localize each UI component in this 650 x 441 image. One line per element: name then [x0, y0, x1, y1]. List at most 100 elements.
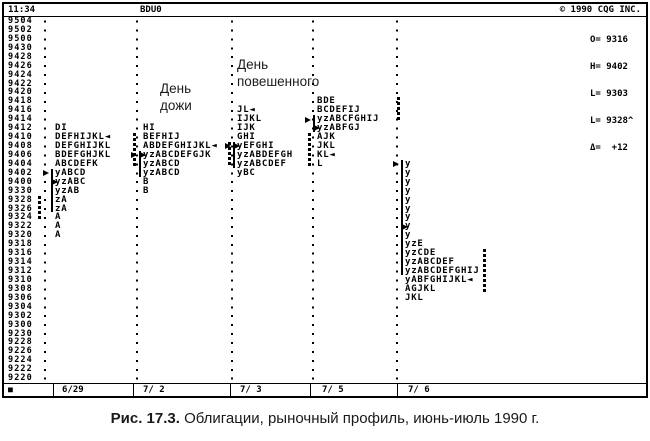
annotation-hanging-man: День повешенного: [237, 56, 319, 90]
price-label: 9226: [8, 346, 33, 357]
profile-row: JKL: [317, 141, 336, 152]
open-value: O= 9316: [590, 35, 628, 45]
profile-row: y: [405, 176, 412, 187]
date-separator: [53, 384, 54, 397]
price-label: 9410: [8, 132, 33, 143]
figure-title: Облигации, рыночный профиль, июнь-июль 1…: [179, 410, 540, 427]
top-bar: 11:34 BDU0 © 1990 CQG INC.: [4, 4, 646, 17]
price-label: 9228: [8, 337, 33, 348]
price-label: 9222: [8, 364, 33, 375]
profile-row: B: [143, 176, 150, 187]
value-area-bracket: [38, 195, 41, 221]
value-area-bracket: [397, 97, 400, 123]
column-separator: [312, 17, 314, 383]
price-label: 9316: [8, 248, 33, 259]
open-range-line: [401, 159, 403, 275]
column-separator: [44, 17, 46, 383]
profile-row: yzABCDEFGJK: [143, 149, 212, 160]
open-arrow-icon: [393, 161, 399, 168]
profile-row: AJK: [317, 132, 336, 143]
high-value: H= 9402: [590, 62, 628, 72]
price-label: 9300: [8, 319, 33, 330]
profile-row: IJK: [237, 123, 256, 134]
price-label: 9424: [8, 69, 33, 80]
profile-row: yzCDE: [405, 248, 437, 259]
value-area-bracket: [228, 142, 231, 167]
price-label: 9402: [8, 167, 33, 178]
profile-row: GHI: [237, 132, 256, 143]
price-label: 9404: [8, 158, 33, 169]
profile-row: DEFHIJKL◄: [55, 132, 111, 143]
close-arrow-icon: [402, 223, 408, 230]
date-separator: [310, 384, 311, 397]
price-label: 9430: [8, 42, 33, 53]
date-separator: [133, 384, 134, 397]
price-label: 9312: [8, 266, 33, 277]
close-arrow-icon: [140, 152, 146, 159]
profile-row: JL◄: [237, 105, 256, 116]
date-label: 7/ 2: [143, 385, 165, 395]
price-label: 9230: [8, 328, 33, 339]
profile-row: BCDEFIJ: [317, 105, 361, 116]
annotation-line: повешенного: [237, 74, 320, 89]
clock-time: 11:34: [8, 5, 36, 15]
profile-row: zA: [55, 194, 68, 205]
contract-symbol: BDU0: [140, 5, 162, 15]
profile-row: yzABCDEFGHIJ: [405, 266, 480, 277]
annotation-doji-day: День дожи: [160, 80, 192, 114]
price-label: 9328: [8, 194, 33, 205]
open-arrow-icon: [225, 143, 231, 150]
open-arrow-icon: [305, 116, 311, 123]
price-label: 9400: [8, 176, 33, 187]
price-label: 9322: [8, 221, 33, 232]
profile-row: A: [55, 230, 62, 241]
profile-row: yzABCFGHIJ: [317, 114, 380, 125]
chart-area: O= 9316 H= 9402 L= 9303 L= 9328^ Δ= +12 …: [4, 17, 646, 383]
price-label: 9414: [8, 114, 33, 125]
status-square-icon: ■: [8, 385, 13, 394]
price-label: 9500: [8, 33, 33, 44]
price-label: 9426: [8, 60, 33, 71]
price-label: 9308: [8, 283, 33, 294]
value-area-bracket: [308, 133, 311, 167]
profile-row: y: [405, 185, 412, 196]
close-arrow-icon: [314, 125, 320, 132]
price-label: 9318: [8, 239, 33, 250]
price-label: 9504: [8, 17, 33, 26]
profile-row: y: [405, 203, 412, 214]
price-label: 9422: [8, 78, 33, 89]
value-area-bracket: [483, 249, 486, 292]
profile-row: ABDEFGHIJKL◄: [143, 141, 218, 152]
annotation-line: День: [160, 81, 192, 96]
date-label: 7/ 5: [322, 385, 344, 395]
profile-row: DEFGHIJKL: [55, 141, 111, 152]
profile-row: BEFHIJ: [143, 132, 181, 143]
open-arrow-icon: [131, 152, 137, 159]
profile-row: BDE: [317, 96, 336, 107]
profile-row: A: [55, 221, 62, 232]
date-label: 6/29: [62, 385, 84, 395]
date-bar: ■ 6/29 7/ 2 7/ 3 7/ 5 7/ 6: [4, 383, 646, 397]
profile-row: yzABCD: [143, 158, 181, 169]
close-arrow-icon: [52, 179, 58, 186]
price-label: 9314: [8, 257, 33, 268]
column-separator: [396, 17, 398, 383]
price-label: 9428: [8, 51, 33, 62]
figure-caption: Рис. 17.3. Облигации, рыночный профиль, …: [0, 410, 650, 427]
open-range-line: [313, 115, 315, 133]
profile-row: DI: [55, 123, 68, 134]
profile-row: yABCD: [55, 167, 87, 178]
price-label: 9320: [8, 230, 33, 241]
profile-row: y: [405, 194, 412, 205]
profile-row: yzABCD: [143, 167, 181, 178]
terminal-frame: 11:34 BDU0 © 1990 CQG INC. O= 9316 H= 94…: [2, 2, 648, 398]
profile-row: y: [405, 167, 412, 178]
open-range-line: [233, 142, 235, 168]
price-label: 9224: [8, 355, 33, 366]
column-separator: [136, 17, 138, 383]
price-label: 9304: [8, 301, 33, 312]
profile-row: JKL: [405, 292, 424, 303]
delta-value: Δ= +12: [590, 143, 628, 153]
date-label: 7/ 6: [408, 385, 430, 395]
profile-row: y: [405, 212, 412, 223]
